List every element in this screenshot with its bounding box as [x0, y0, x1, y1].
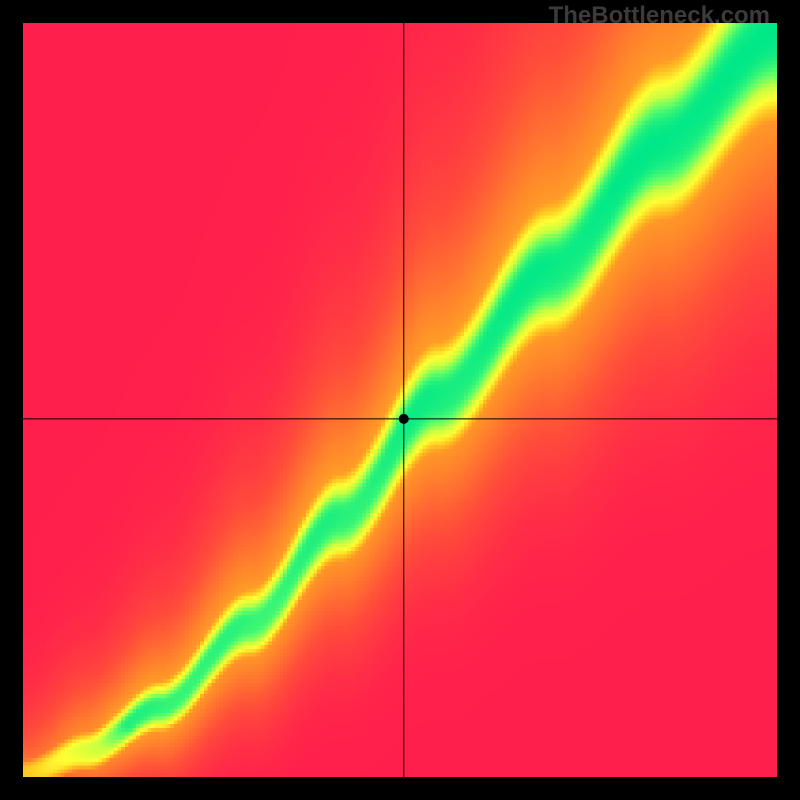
chart-container: TheBottleneck.com [0, 0, 800, 800]
bottleneck-heatmap [23, 23, 777, 777]
watermark-text: TheBottleneck.com [549, 2, 770, 30]
